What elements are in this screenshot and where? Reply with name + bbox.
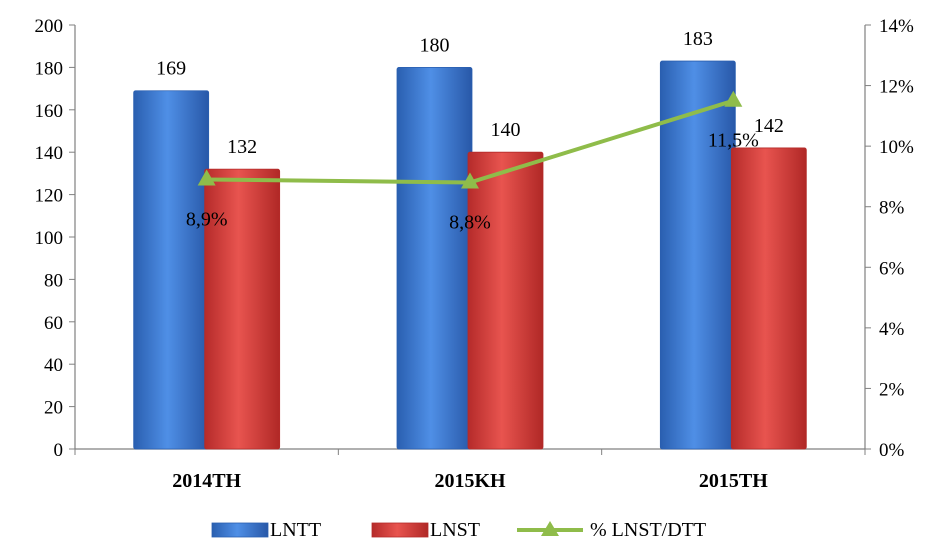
right-tick-label: 0%	[879, 440, 905, 461]
bar-value-label: 180	[420, 34, 450, 56]
bar-value-label: 169	[156, 58, 186, 80]
percent-value-label: 11,5%	[708, 130, 759, 152]
bar-lntt	[396, 67, 473, 450]
percent-marker	[197, 169, 216, 186]
left-tick-label: 120	[35, 186, 64, 207]
left-tick-label: 200	[35, 16, 64, 37]
category-label: 2015KH	[434, 470, 506, 492]
legend-label-lnst: LNST	[430, 519, 480, 541]
category-label: 2015TH	[699, 470, 768, 492]
bar-value-label: 183	[683, 28, 713, 50]
legend-label-lntt: LNTT	[270, 519, 321, 541]
category-labels: 2014TH 2015KH 2015TH	[74, 449, 866, 492]
right-tick-label: 14%	[879, 16, 914, 37]
left-tick-label: 40	[44, 355, 63, 376]
category-label: 2014TH	[172, 470, 241, 492]
left-tick-label: 160	[35, 101, 64, 122]
left-tick-label: 140	[35, 143, 64, 164]
bar-value-label: 142	[754, 115, 784, 137]
left-tick-label: 100	[35, 228, 64, 249]
legend-swatch-lntt	[211, 522, 269, 538]
legend-swatch-lnst	[371, 522, 429, 538]
bar-lnst	[730, 147, 807, 450]
bars	[133, 60, 807, 450]
right-tick-label: 12%	[879, 77, 914, 98]
percent-value-label: 8,9%	[186, 208, 228, 230]
percent-value-label: 8,8%	[449, 211, 491, 233]
bar-value-label: 140	[491, 119, 521, 141]
left-tick-label: 60	[44, 313, 63, 334]
bar-lntt	[133, 90, 210, 450]
right-tick-label: 2%	[879, 379, 905, 400]
percent-marker	[461, 172, 479, 189]
bar-value-label: 132	[227, 136, 257, 158]
left-tick-labels: 0 20 40 60 80 100 120 140 160 180 200	[35, 16, 75, 461]
right-tick-label: 8%	[879, 198, 905, 219]
right-tick-labels: 0% 2% 4% 6% 8% 10% 12% 14%	[865, 16, 914, 461]
left-tick-label: 80	[44, 270, 63, 291]
legend-label-percent: % LNST/DTT	[590, 519, 706, 541]
left-tick-label: 20	[44, 398, 63, 419]
percent-line	[197, 90, 743, 189]
right-tick-label: 6%	[879, 258, 905, 279]
right-tick-label: 10%	[879, 137, 914, 158]
bar-lnst	[204, 168, 281, 450]
bar-lnst	[467, 151, 544, 450]
left-tick-label: 0	[54, 440, 64, 461]
legend: LNTT LNST % LNST/DTT	[211, 519, 706, 541]
right-tick-label: 4%	[879, 319, 905, 340]
legend-swatch-percent-marker	[541, 521, 559, 536]
data-labels: 169 132 180 140 183 142 8,9% 8,8% 11,5%	[156, 28, 784, 233]
percent-marker	[724, 90, 743, 107]
left-tick-label: 180	[35, 58, 64, 79]
